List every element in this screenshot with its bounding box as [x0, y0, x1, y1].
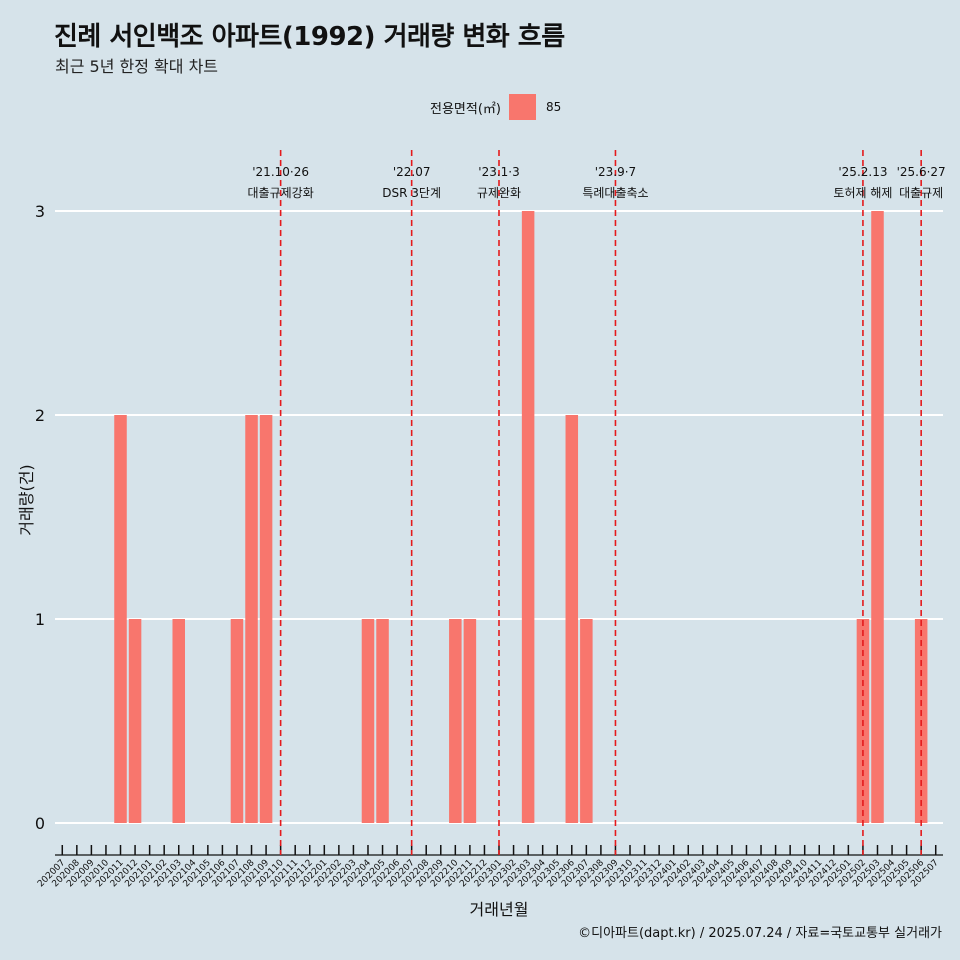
chart-title: 진례 서인백조 아파트(1992) 거래량 변화 흐름	[54, 22, 565, 52]
event-date-3: '23.9·7	[595, 165, 636, 179]
event-date-5: '25.6·27	[897, 165, 946, 179]
bar-202303	[521, 211, 535, 823]
bar-202306	[565, 415, 579, 823]
y-tick-label-1: 1	[35, 610, 45, 629]
y-tick-label-0: 0	[35, 814, 45, 833]
y-tick-label-3: 3	[35, 202, 45, 221]
bar-202107	[230, 619, 244, 823]
event-label-1: DSR 3단계	[382, 186, 441, 200]
legend-title: 전용면적(㎡)	[430, 101, 501, 117]
legend-key-85	[508, 94, 536, 120]
event-date-4: '25.2.13	[838, 165, 887, 179]
bar-202211	[463, 619, 477, 823]
bar-202503	[871, 211, 884, 823]
event-label-5: 대출규제	[899, 186, 943, 200]
event-date-0: '21.10·26	[252, 165, 309, 179]
x-axis-title: 거래년월	[470, 900, 529, 919]
legend-label-85: 85	[545, 100, 562, 114]
bar-202108	[245, 415, 258, 823]
source-caption: ©디아파트(dapt.kr) / 2025.07.24 / 자료=국토교통부 실…	[578, 926, 942, 941]
event-label-0: 대출규제강화	[248, 186, 314, 200]
bar-202210	[449, 619, 462, 823]
bar-202011	[114, 415, 127, 823]
event-date-2: '23.1·3	[478, 165, 519, 179]
event-label-4: 토허제 해제	[833, 186, 892, 200]
bar-202204	[361, 619, 375, 823]
bar-202109	[259, 415, 273, 823]
event-label-3: 특례대출축소	[582, 186, 648, 200]
bar-202103	[172, 619, 185, 823]
bar-202205	[376, 619, 389, 823]
event-date-1: '22.07	[393, 165, 431, 179]
event-label-2: 규제완화	[477, 186, 521, 200]
legend: 전용면적(㎡) 85	[430, 94, 561, 120]
bar-202012	[128, 619, 142, 823]
y-axis-title: 거래량(건)	[17, 464, 36, 535]
bar-202307	[580, 619, 593, 823]
y-tick-label-2: 2	[35, 406, 45, 425]
chart-subtitle: 최근 5년 한정 확대 차트	[55, 57, 219, 76]
